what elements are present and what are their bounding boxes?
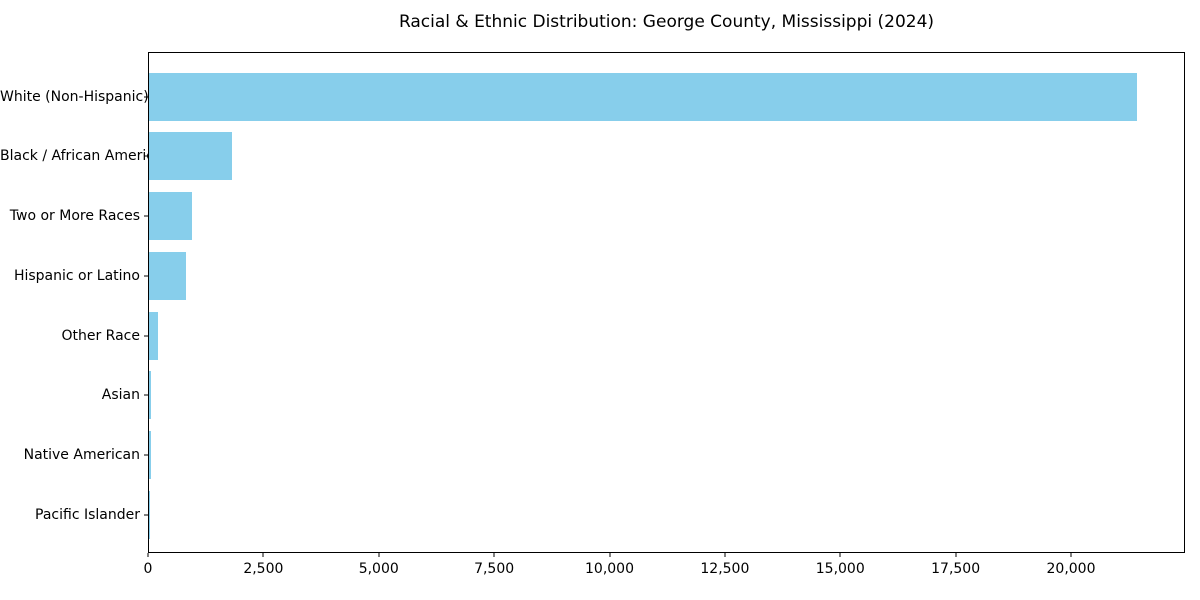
y-tick-label: Native American (23, 446, 140, 463)
x-tick-label: 15,000 (815, 561, 865, 577)
x-tick-label: 2,500 (243, 561, 284, 577)
y-tick-label: Hispanic or Latino (13, 267, 140, 284)
y-tick-label: Pacific Islander (35, 506, 140, 523)
chart-title: Racial & Ethnic Distribution: George Cou… (398, 12, 935, 32)
bar (149, 72, 1137, 121)
x-tick-label: 7,500 (474, 561, 515, 577)
y-tick-mark (144, 275, 148, 277)
plot-area (148, 52, 1185, 553)
y-tick-label: Asian (101, 387, 140, 404)
y-tick-label: Black / African American (0, 148, 172, 165)
x-tick-label: 12,500 (700, 561, 750, 577)
y-tick-mark (144, 96, 148, 98)
x-tick-mark (1070, 553, 1072, 557)
x-tick-label: 5,000 (358, 561, 399, 577)
bar (149, 132, 233, 181)
x-tick-mark (609, 553, 610, 557)
y-tick-label: Two or More Races (9, 208, 140, 225)
y-tick-mark (144, 454, 148, 456)
x-tick-label: 0 (143, 561, 153, 577)
y-tick-mark (144, 394, 148, 396)
x-tick-mark (147, 553, 149, 557)
bar (149, 430, 151, 479)
y-tick-label: White (Non-Hispanic) (0, 88, 149, 105)
x-tick-label: 20,000 (1046, 561, 1096, 577)
x-tick-label: 17,500 (931, 561, 981, 577)
y-tick-mark (144, 215, 148, 217)
x-tick-mark (493, 553, 495, 557)
x-tick-mark (724, 553, 726, 557)
y-tick-mark (144, 335, 148, 336)
y-tick-mark (144, 155, 148, 157)
x-tick-label: 10,000 (585, 561, 634, 577)
y-tick-label: Other Race (61, 327, 140, 344)
x-tick-mark (378, 553, 380, 557)
x-tick-mark (262, 553, 264, 557)
x-tick-mark (955, 553, 957, 557)
bar (149, 192, 192, 241)
bar (149, 371, 151, 420)
y-tick-mark (144, 514, 148, 516)
x-tick-mark (839, 553, 841, 557)
bar (149, 311, 159, 360)
bar (149, 251, 186, 300)
